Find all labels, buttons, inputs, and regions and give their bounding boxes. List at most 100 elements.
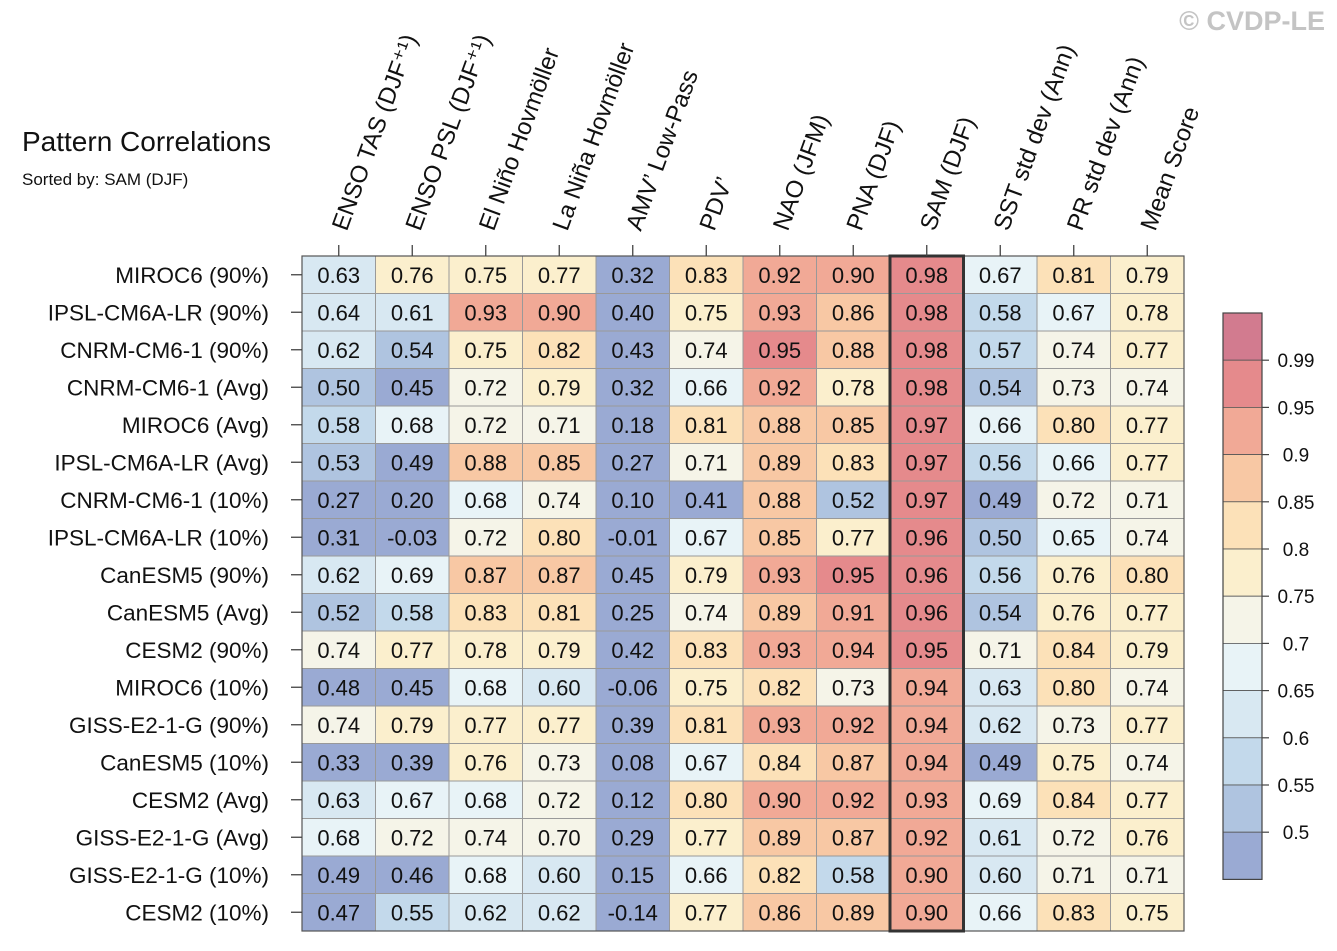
cell-value-label: 0.27 — [611, 450, 654, 475]
heatmap-cell — [522, 743, 597, 782]
heatmap-cell — [1110, 480, 1185, 519]
cell-value-label: 0.67 — [685, 750, 728, 775]
heatmap-cell — [1036, 555, 1111, 594]
heatmap-cell — [889, 518, 964, 557]
cell-value-label: 0.56 — [979, 450, 1022, 475]
heatmap-cell — [816, 405, 891, 444]
heatmap-cell — [963, 405, 1038, 444]
colorbar-tick-label: 0.6 — [1283, 729, 1309, 750]
colorbar-tick-label: 0.9 — [1283, 446, 1309, 467]
heatmap-cell — [448, 855, 523, 894]
cell-value-label: 0.81 — [685, 413, 728, 438]
cell-value-label: 0.94 — [905, 713, 948, 738]
cell-value-label: 0.87 — [832, 825, 875, 850]
row-label: CESM2 (90%) — [125, 638, 269, 663]
cell-value-label: 0.57 — [979, 338, 1022, 363]
heatmap-cell — [595, 855, 670, 894]
cell-value-label: 0.87 — [464, 563, 507, 588]
heatmap-cell — [669, 705, 744, 744]
heatmap-cell — [1036, 480, 1111, 519]
column-label: PNA (DJF) — [842, 117, 907, 234]
heatmap-cell — [301, 780, 376, 819]
heatmap-cell — [595, 480, 670, 519]
cell-value-label: -0.03 — [387, 525, 437, 550]
cell-value-label: 0.79 — [685, 563, 728, 588]
heatmap-cell — [1110, 555, 1185, 594]
cell-value-label: 0.74 — [1052, 338, 1095, 363]
cell-value-label: 0.60 — [538, 863, 581, 888]
cell-value-label: 0.68 — [464, 863, 507, 888]
cell-value-label: 0.10 — [611, 488, 654, 513]
heatmap-cell — [522, 893, 597, 932]
cell-value-label: 0.95 — [758, 338, 801, 363]
cell-value-label: 0.58 — [391, 600, 434, 625]
heatmap-cell — [1110, 518, 1185, 557]
cell-value-label: 0.74 — [317, 713, 360, 738]
cell-value-label: 0.81 — [538, 600, 581, 625]
cell-value-label: 0.88 — [758, 413, 801, 438]
heatmap-cell — [963, 780, 1038, 819]
cell-value-label: 0.96 — [905, 600, 948, 625]
row-label: CanESM5 (Avg) — [107, 600, 269, 625]
row-label: GISS-E2-1-G (90%) — [69, 713, 269, 738]
heatmap-cell — [816, 818, 891, 857]
cell-value-label: 0.94 — [905, 750, 948, 775]
heatmap-cell — [889, 818, 964, 857]
cell-value-label: 0.64 — [317, 300, 360, 325]
heatmap-cell — [816, 780, 891, 819]
heatmap-cell — [963, 443, 1038, 482]
cell-value-label: 0.67 — [979, 263, 1022, 288]
heatmap-cell — [669, 668, 744, 707]
cell-value-label: 0.40 — [611, 300, 654, 325]
cell-value-label: 0.25 — [611, 600, 654, 625]
row-label: MIROC6 (90%) — [115, 263, 269, 288]
cell-value-label: 0.96 — [905, 563, 948, 588]
heatmap-cell — [669, 293, 744, 332]
heatmap-cell — [375, 593, 450, 632]
heatmap-cell — [595, 405, 670, 444]
heatmap-cell — [742, 705, 817, 744]
cell-value-label: 0.85 — [538, 450, 581, 475]
cell-value-label: 0.77 — [1126, 713, 1169, 738]
chart-subtitle: Sorted by: SAM (DJF) — [22, 170, 189, 189]
cell-value-label: 0.50 — [979, 525, 1022, 550]
cell-value-label: 0.74 — [1126, 750, 1169, 775]
cell-value-label: 0.91 — [832, 600, 875, 625]
cell-value-label: 0.77 — [685, 825, 728, 850]
cell-value-label: 0.68 — [317, 825, 360, 850]
heatmap-cell — [669, 480, 744, 519]
cell-value-label: 0.71 — [1052, 863, 1095, 888]
heatmap-cell — [595, 780, 670, 819]
column-label: NAO (JFM) — [768, 111, 835, 234]
heatmap-cell — [595, 443, 670, 482]
heatmap-cell — [301, 705, 376, 744]
heatmap-cell — [816, 443, 891, 482]
heatmap-cell — [375, 705, 450, 744]
row-label: MIROC6 (10%) — [115, 675, 269, 700]
row-label: CNRM-CM6-1 (10%) — [60, 488, 269, 513]
heatmap-cell — [742, 593, 817, 632]
column-label: SST std dev (Ann) — [989, 41, 1081, 234]
cell-value-label: 0.66 — [979, 413, 1022, 438]
cell-value-label: 0.80 — [685, 788, 728, 813]
heatmap-cell — [522, 555, 597, 594]
cell-value-label: 0.31 — [317, 525, 360, 550]
cell-value-label: 0.39 — [611, 713, 654, 738]
cell-value-label: 0.90 — [758, 788, 801, 813]
heatmap-cell — [301, 405, 376, 444]
colorbar-segment — [1222, 501, 1263, 550]
cell-value-label: 0.67 — [391, 788, 434, 813]
cell-value-label: 0.93 — [758, 638, 801, 663]
cell-value-label: 0.82 — [758, 863, 801, 888]
cell-value-label: 0.62 — [317, 338, 360, 363]
cell-value-label: 0.45 — [611, 563, 654, 588]
heatmap-cell — [669, 818, 744, 857]
row-label: GISS-E2-1-G (10%) — [69, 863, 269, 888]
heatmap-cell — [816, 668, 891, 707]
heatmap-cell — [1036, 743, 1111, 782]
cell-value-label: 0.12 — [611, 788, 654, 813]
column-label: La Niña Hovmöller — [548, 39, 641, 234]
colorbar-segment — [1222, 737, 1263, 786]
heatmap-cell — [669, 555, 744, 594]
